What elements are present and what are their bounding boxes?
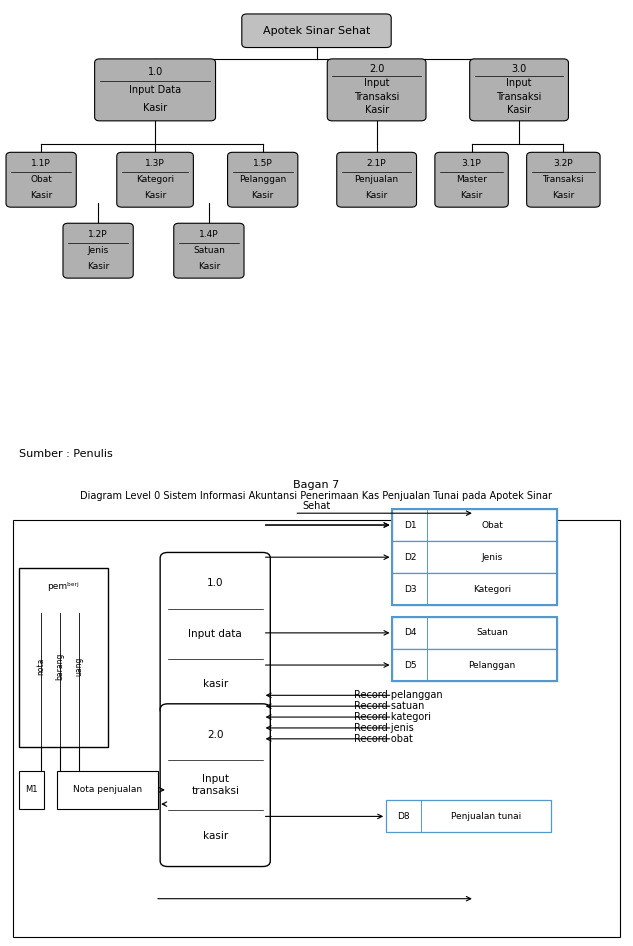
Text: Pelanggan: Pelanggan [468, 660, 516, 670]
Bar [392, 541, 557, 573]
Text: Record satuan: Record satuan [354, 701, 425, 711]
Text: 2.0: 2.0 [369, 64, 384, 75]
Text: D5: D5 [404, 660, 417, 670]
Text: Record jenis: Record jenis [354, 723, 414, 733]
Text: 3.1P: 3.1P [461, 160, 482, 168]
Text: Kasir: Kasir [552, 191, 575, 200]
Text: Transaksi: Transaksi [542, 175, 584, 184]
FancyBboxPatch shape [116, 152, 194, 207]
Text: Nota penjualan: Nota penjualan [73, 785, 142, 795]
Text: D8: D8 [398, 812, 410, 821]
Text: Bagan 7: Bagan 7 [293, 481, 340, 490]
Text: Master: Master [456, 175, 487, 184]
Text: Sehat: Sehat [303, 501, 330, 512]
Text: M1: M1 [25, 785, 38, 795]
Text: uang: uang [75, 657, 84, 676]
Text: Penjualan tunai: Penjualan tunai [451, 812, 521, 821]
Text: Penjualan: Penjualan [354, 175, 399, 184]
Text: Input data: Input data [189, 629, 242, 639]
Bar [19, 568, 108, 747]
Text: 1.2P: 1.2P [88, 231, 108, 239]
Text: 1.5P: 1.5P [253, 160, 273, 168]
Text: 1.3P: 1.3P [145, 160, 165, 168]
Text: Input: Input [364, 79, 389, 88]
Text: 1.1P: 1.1P [31, 160, 51, 168]
FancyBboxPatch shape [160, 704, 270, 867]
Text: Jenis: Jenis [87, 246, 109, 255]
Text: Kasir: Kasir [143, 103, 167, 113]
Text: pemᵇᵉʳʲ: pemᵇᵉʳʲ [47, 582, 79, 591]
Text: Apotek Sinar Sehat: Apotek Sinar Sehat [263, 26, 370, 36]
Text: Diagram Level 0 Sistem Informasi Akuntansi Penerimaan Kas Penjualan Tunai pada A: Diagram Level 0 Sistem Informasi Akuntan… [80, 491, 553, 501]
Bar [392, 617, 557, 681]
Text: Record obat: Record obat [354, 734, 413, 744]
Text: Record kategori: Record kategori [354, 712, 432, 722]
Text: 1.0: 1.0 [147, 67, 163, 77]
FancyBboxPatch shape [228, 152, 298, 207]
Text: Pelanggan: Pelanggan [239, 175, 286, 184]
Text: Record pelanggan: Record pelanggan [354, 691, 443, 700]
Text: D3: D3 [404, 585, 417, 594]
Text: Obat: Obat [481, 520, 503, 530]
Text: 3.2P: 3.2P [553, 160, 573, 168]
Text: 1.4P: 1.4P [199, 231, 219, 239]
Text: Input Data: Input Data [129, 85, 181, 95]
Bar [13, 520, 620, 937]
FancyBboxPatch shape [173, 223, 244, 278]
Text: Input: Input [506, 79, 532, 88]
Bar [392, 649, 557, 681]
Text: Sumber : Penulis: Sumber : Penulis [19, 448, 113, 459]
Text: Kasir: Kasir [507, 105, 531, 115]
FancyBboxPatch shape [63, 223, 134, 278]
Text: barang: barang [56, 653, 65, 680]
Bar [57, 771, 158, 809]
FancyBboxPatch shape [327, 59, 426, 121]
Text: 2.0: 2.0 [207, 729, 223, 740]
Bar [392, 509, 557, 605]
Bar [392, 509, 557, 541]
Text: 3.0: 3.0 [511, 64, 527, 75]
Text: Satuan: Satuan [476, 628, 508, 638]
FancyBboxPatch shape [527, 152, 600, 207]
Text: Kategori: Kategori [136, 175, 174, 184]
Text: nota: nota [37, 657, 46, 675]
FancyBboxPatch shape [470, 59, 568, 121]
Text: Kasir: Kasir [460, 191, 483, 200]
Text: Kasir: Kasir [87, 262, 110, 271]
Text: D4: D4 [404, 628, 417, 638]
FancyBboxPatch shape [95, 59, 215, 121]
Text: 1.0: 1.0 [207, 578, 223, 588]
Text: Kategori: Kategori [473, 585, 511, 594]
Text: Kasir: Kasir [365, 105, 389, 115]
Text: Kasir: Kasir [30, 191, 53, 200]
Text: Transaksi: Transaksi [496, 92, 542, 101]
Text: Kasir: Kasir [365, 191, 388, 200]
FancyBboxPatch shape [242, 14, 391, 47]
Bar [392, 573, 557, 605]
FancyBboxPatch shape [337, 152, 417, 207]
Text: Satuan: Satuan [193, 246, 225, 255]
Text: Input
transaksi: Input transaksi [191, 775, 239, 796]
Bar [392, 617, 557, 649]
Text: Obat: Obat [30, 175, 52, 184]
Text: Kasir: Kasir [197, 262, 220, 271]
Bar [19, 771, 44, 809]
Text: Jenis: Jenis [482, 552, 503, 562]
Text: Kasir: Kasir [144, 191, 166, 200]
Bar [386, 800, 551, 832]
Text: 2.1P: 2.1P [367, 160, 387, 168]
FancyBboxPatch shape [435, 152, 508, 207]
Text: kasir: kasir [203, 831, 228, 841]
FancyBboxPatch shape [160, 552, 270, 715]
Text: D1: D1 [404, 520, 417, 530]
Text: D2: D2 [404, 552, 417, 562]
Text: Kasir: Kasir [251, 191, 274, 200]
FancyBboxPatch shape [6, 152, 76, 207]
Text: kasir: kasir [203, 679, 228, 690]
Text: Transaksi: Transaksi [354, 92, 399, 101]
